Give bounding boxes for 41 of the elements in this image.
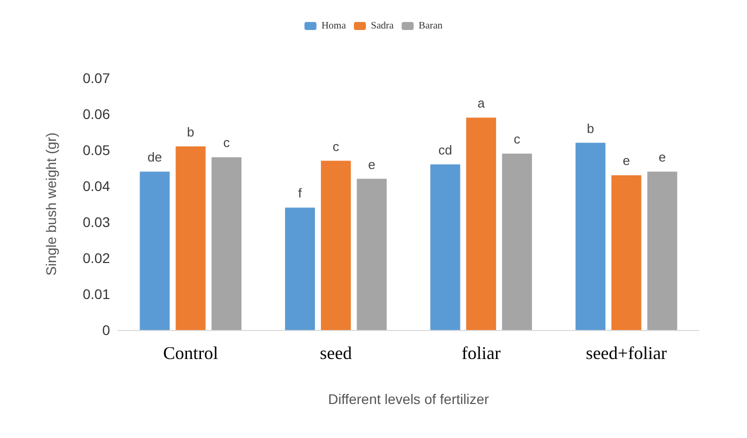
bar: [576, 142, 606, 330]
y-tick-label: 0.05: [82, 142, 110, 158]
y-tick-label: 0.03: [82, 214, 110, 230]
bar: [212, 157, 242, 330]
data-label: c: [332, 138, 340, 154]
bar: [430, 164, 460, 330]
data-label: e: [622, 153, 630, 168]
bar: [647, 172, 678, 330]
legend-label: Homa: [321, 20, 346, 32]
x-tick-label: seed: [320, 343, 352, 363]
y-tick-label: 0.04: [82, 178, 110, 194]
legend-label: Baran: [418, 20, 443, 32]
y-tick-label: 0.01: [82, 286, 110, 302]
data-label: c: [223, 135, 230, 150]
bar: [466, 118, 496, 330]
x-tick-label: seed+foliar: [586, 343, 667, 363]
bar: [176, 146, 206, 330]
data-label: cd: [438, 142, 452, 158]
data-label: e: [368, 156, 376, 172]
data-label: de: [148, 150, 162, 165]
x-axis-title: Different levels of fertilizer: [328, 391, 490, 407]
y-tick-label: 0: [102, 322, 110, 338]
x-tick-label: foliar: [462, 343, 501, 363]
bar: [611, 175, 642, 330]
bar: [356, 178, 387, 330]
y-tick-label: 0.07: [82, 70, 110, 86]
bar: [320, 160, 351, 330]
data-label: b: [187, 124, 194, 140]
x-tick-label: Control: [163, 343, 218, 363]
y-tick-label: 0.06: [82, 106, 110, 122]
data-label: f: [298, 186, 302, 201]
legend-label: Sadra: [370, 20, 394, 32]
bar: [285, 208, 315, 330]
data-label: c: [514, 132, 521, 147]
y-tick-label: 0.02: [82, 250, 110, 266]
y-axis-title: Single bush weight (gr): [43, 132, 59, 276]
data-label: a: [478, 96, 486, 111]
data-label: b: [586, 120, 594, 136]
data-label: e: [658, 150, 666, 165]
bar: [140, 172, 170, 330]
bar: [502, 154, 532, 330]
